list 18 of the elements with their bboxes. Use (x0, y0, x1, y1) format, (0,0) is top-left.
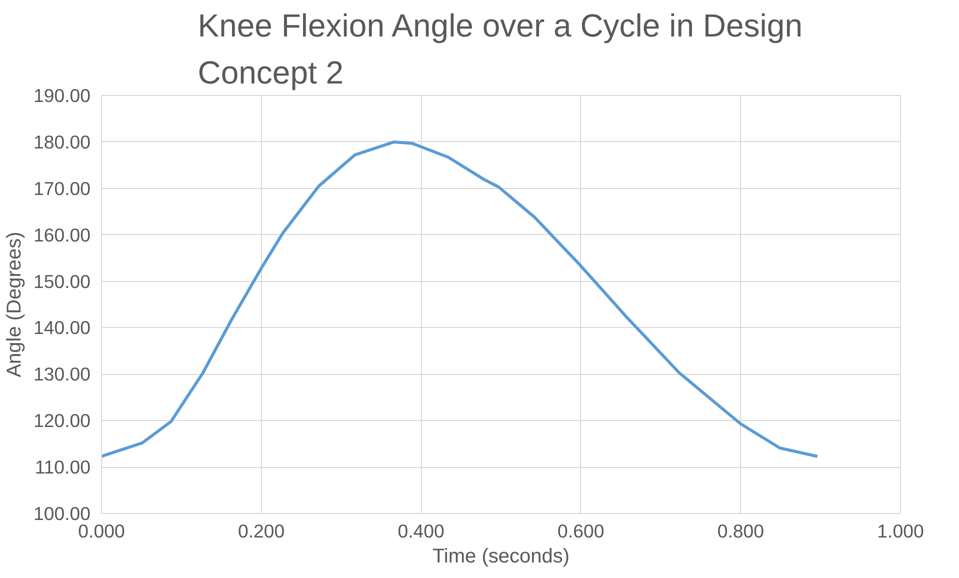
x-tick-label: 0.800 (717, 520, 764, 542)
x-tick-label: 1.000 (877, 520, 924, 542)
y-tick-label: 150.00 (33, 270, 90, 292)
y-tick-label: 190.00 (33, 85, 90, 106)
x-axis-title: Time (seconds) (432, 546, 570, 568)
y-axis-title: Angle (Degrees) (3, 232, 26, 378)
y-tick-label: 180.00 (33, 131, 90, 152)
y-tick-label: 130.00 (33, 364, 90, 385)
y-tick-label: 120.00 (33, 410, 90, 432)
line-series (102, 140, 819, 458)
y-tick-label: 160.00 (33, 224, 90, 246)
x-tick-label: 0.200 (238, 520, 285, 542)
x-tick-label: 0.600 (558, 520, 604, 542)
y-tick-label: 140.00 (33, 317, 90, 338)
y-tick-label: 170.00 (33, 178, 90, 199)
x-tick-label: 0.400 (398, 520, 444, 542)
chart-title: Knee Flexion Angle over a Cycle in Design Concept 2 (198, 8, 803, 90)
y-tick-label: 110.00 (34, 456, 91, 478)
